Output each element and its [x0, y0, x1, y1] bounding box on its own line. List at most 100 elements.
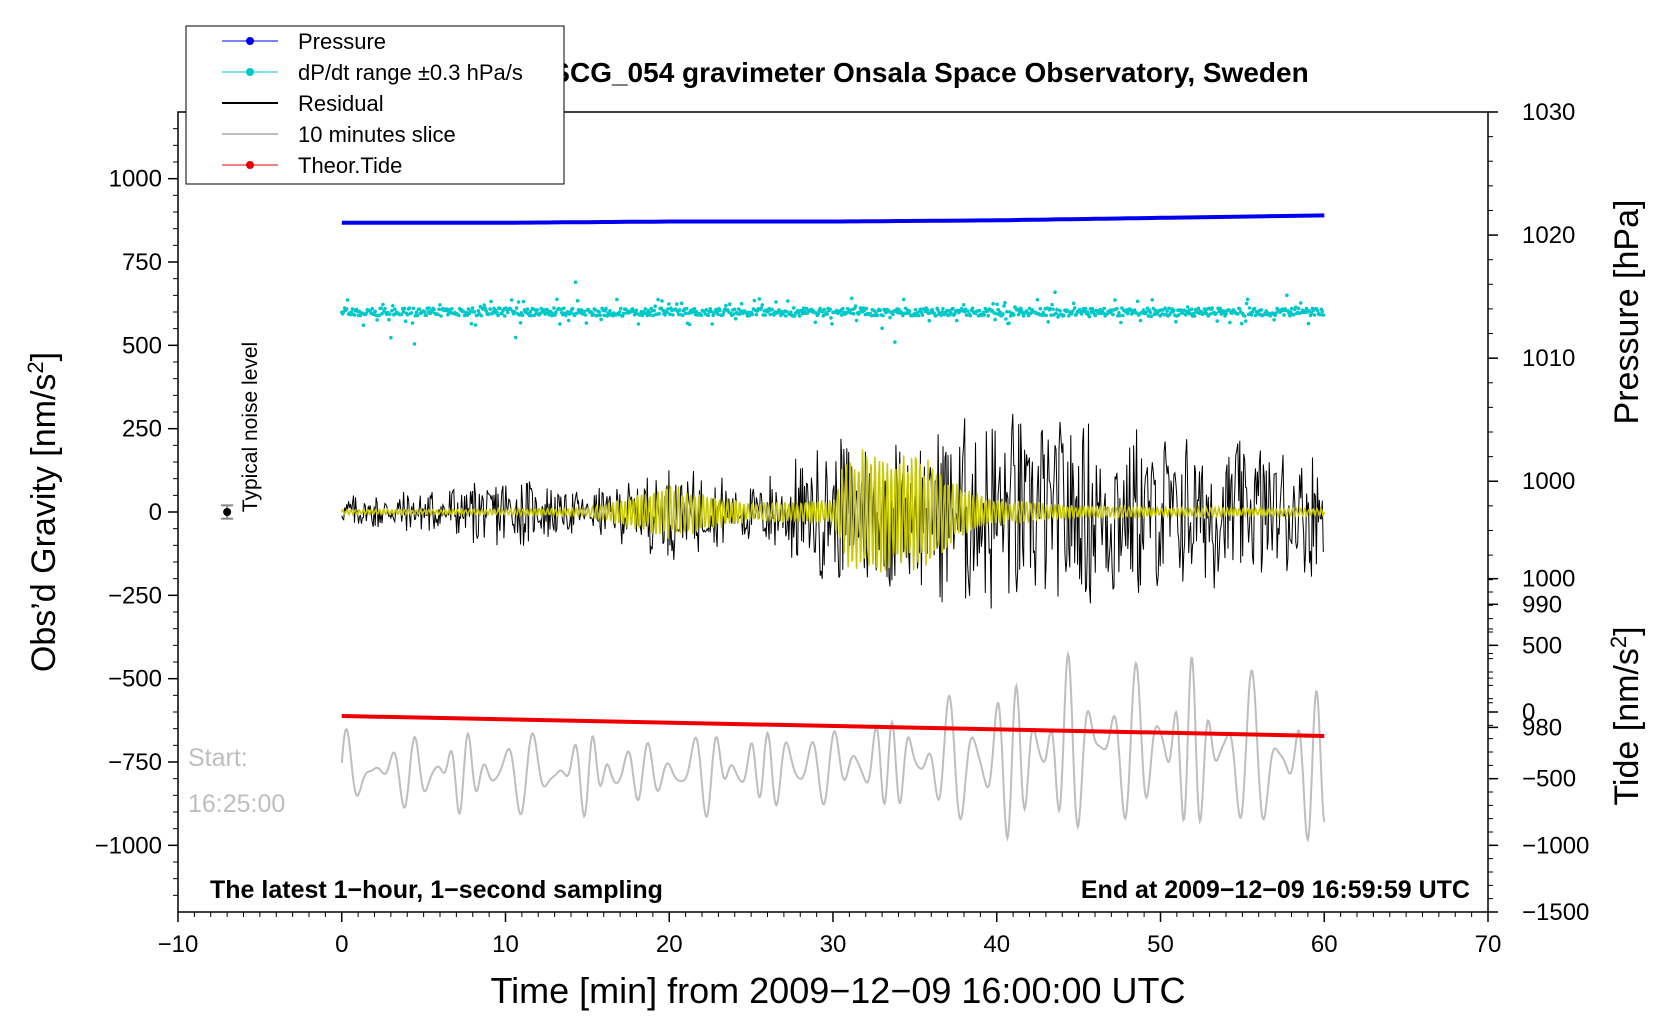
y-axis-ticks: 1000 750 500 250 0 −250 −500 −750 −1000 — [95, 128, 178, 896]
tide-axis-label-end: ] — [1608, 626, 1646, 635]
dpdt-point — [936, 308, 940, 313]
dpdt-point — [1072, 306, 1077, 310]
dpdt-point — [1298, 301, 1303, 305]
dpdt-point — [1069, 312, 1074, 316]
y-axis-label-sup: 2 — [23, 361, 48, 373]
dpdt-point — [424, 313, 429, 318]
dpdt-point — [1146, 314, 1151, 318]
dpdt-point — [1138, 318, 1143, 323]
dpdt-point — [412, 342, 417, 346]
pressure-tick-label: 1020 — [1522, 222, 1575, 249]
dpdt-point — [1132, 308, 1137, 312]
dpdt-point — [1117, 311, 1121, 315]
dpdt-point — [706, 313, 710, 318]
dpdt-point — [934, 313, 938, 318]
dpdt-point — [841, 306, 845, 311]
dpdt-point — [1312, 313, 1317, 317]
dpdt-point — [529, 313, 534, 318]
dpdt-point — [409, 311, 414, 315]
dpdt-point — [555, 297, 559, 302]
dpdt-point — [1053, 290, 1057, 295]
dpdt-point — [916, 313, 921, 318]
dpdt-point — [784, 314, 788, 318]
dpdt-point — [1236, 312, 1240, 316]
dpdt-point — [900, 311, 904, 315]
dpdt-point — [663, 313, 667, 317]
y-tick-label: 250 — [122, 416, 162, 443]
x-tick-label: 70 — [1475, 931, 1502, 958]
dpdt-point — [1085, 310, 1090, 314]
dpdt-point — [772, 313, 776, 317]
dpdt-point — [881, 313, 885, 318]
x-tick-label: −10 — [158, 931, 199, 958]
dpdt-point — [840, 313, 844, 317]
dpdt-point — [1007, 321, 1011, 326]
dpdt-point — [482, 303, 487, 307]
dpdt-point — [1285, 293, 1289, 298]
dpdt-point — [1244, 301, 1249, 306]
start-label: Start: — [188, 744, 248, 772]
dpdt-point — [574, 311, 579, 316]
dpdt-point — [1282, 313, 1286, 317]
dpdt-point — [618, 310, 622, 314]
dpdt-point — [728, 302, 732, 307]
dpdt-point — [1208, 312, 1213, 316]
dpdt-point — [1239, 321, 1244, 326]
dpdt-point — [986, 314, 990, 318]
dpdt-point — [721, 312, 725, 317]
dpdt-point — [562, 306, 566, 311]
dpdt-point — [538, 311, 542, 316]
y-tick-label: 1000 — [109, 166, 162, 193]
dpdt-point — [1058, 309, 1062, 313]
dpdt-point — [484, 309, 489, 313]
dpdt-point — [604, 306, 608, 311]
dpdt-point — [733, 316, 738, 321]
dpdt-point — [1201, 311, 1206, 316]
sampling-note: The latest 1−hour, 1−second sampling — [210, 876, 663, 904]
dpdt-point — [657, 311, 661, 316]
dpdt-point — [692, 307, 697, 311]
dpdt-point — [982, 313, 987, 317]
x-tick-label: 50 — [1147, 931, 1174, 958]
dpdt-point — [668, 312, 672, 317]
dpdt-point — [1055, 307, 1059, 312]
dpdt-point — [704, 308, 709, 312]
dpdt-point — [473, 323, 478, 327]
legend-item-10-minutes-slice: 10 minutes slice — [222, 122, 456, 147]
dpdt-point — [888, 315, 892, 320]
y-axis-label-main: Obs’d Gravity [nm/s — [25, 374, 63, 673]
legend-swatch-dot — [246, 37, 254, 45]
y-tick-label: 750 — [122, 249, 162, 276]
legend-box — [185, 25, 565, 185]
dpdt-point — [724, 303, 728, 308]
tide-axis-label-main: Tide [nm/s — [1608, 648, 1646, 805]
tide-tick-label: 500 — [1522, 632, 1562, 659]
dpdt-point — [1242, 314, 1247, 318]
legend-item-residual: Residual — [222, 91, 384, 116]
dpdt-point — [939, 313, 943, 318]
dpdt-point — [1243, 319, 1248, 323]
dpdt-point — [1093, 313, 1098, 318]
dpdt-point — [383, 306, 387, 311]
dpdt-point — [774, 300, 778, 304]
dpdt-point — [489, 299, 493, 304]
dpdt-point — [403, 319, 408, 324]
dpdt-point — [643, 307, 648, 311]
dpdt-point — [381, 302, 385, 307]
dpdt-point — [364, 311, 369, 316]
dpdt-point — [350, 307, 355, 311]
dpdt-point — [579, 308, 584, 312]
dpdt-point — [583, 313, 588, 317]
dpdt-point — [920, 313, 925, 317]
legend-swatch-dot — [246, 161, 254, 169]
dpdt-point — [691, 309, 696, 314]
tide-tick-label: 1000 — [1522, 566, 1575, 593]
x-axis-ticks: −10 0 10 20 30 40 50 60 70 — [158, 912, 1502, 958]
dpdt-point — [377, 313, 381, 318]
dpdt-point — [495, 310, 499, 315]
dpdt-point — [1245, 297, 1250, 302]
dpdt-point — [991, 301, 995, 306]
dpdt-point — [645, 313, 650, 318]
legend-label: Residual — [298, 91, 384, 116]
chart-title: SCG_054 gravimeter Onsala Space Observat… — [551, 57, 1308, 88]
